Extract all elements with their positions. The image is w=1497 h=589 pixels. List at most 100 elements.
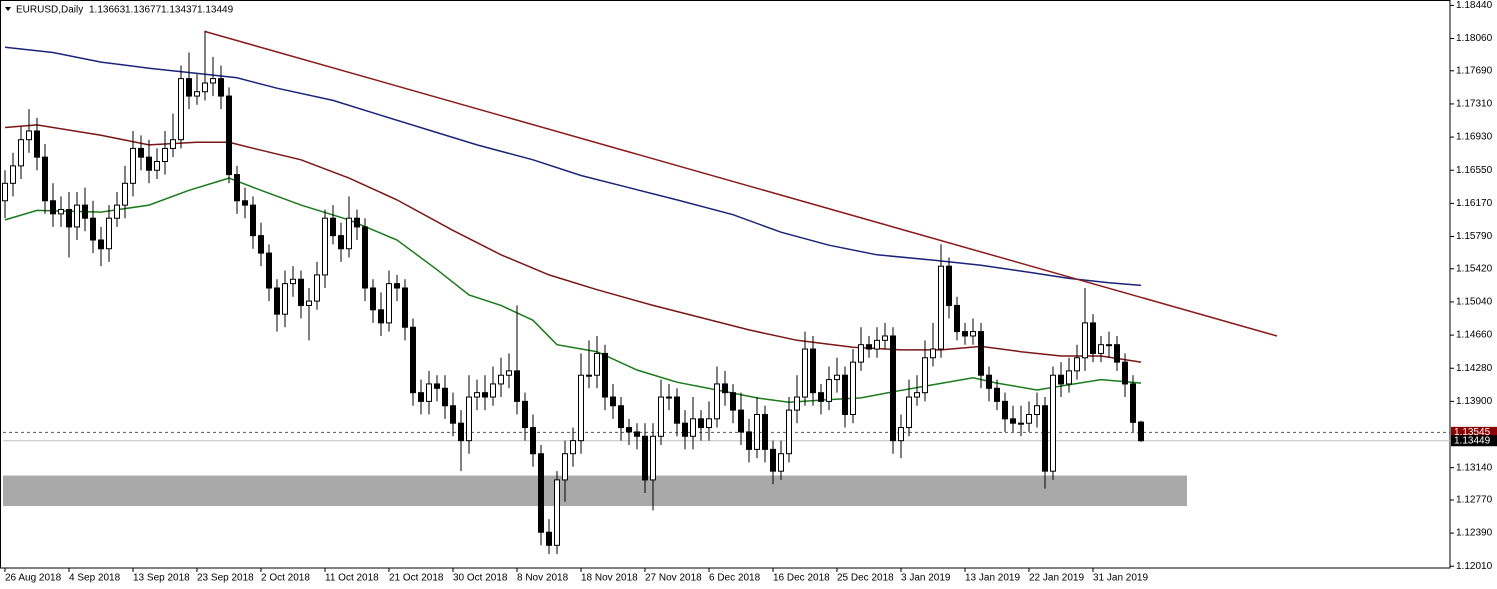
- candle-body: [674, 396, 680, 424]
- candle-body: [970, 331, 976, 337]
- support-zone: [3, 475, 1187, 507]
- candle-body: [930, 348, 936, 359]
- candle-body: [66, 208, 72, 228]
- candle-body: [410, 326, 416, 394]
- candle-body: [506, 370, 512, 376]
- candle-body: [714, 383, 720, 420]
- x-tick-label: 4 Sep 2018: [69, 573, 121, 584]
- candle-body: [882, 335, 888, 341]
- candle-body: [482, 392, 488, 398]
- candle-body: [962, 331, 968, 337]
- x-tick-label: 30 Oct 2018: [453, 573, 508, 584]
- x-tick-label: 16 Dec 2018: [773, 573, 830, 584]
- y-tick-label: 1.17690: [1456, 65, 1493, 76]
- candle-body: [626, 427, 632, 433]
- candle-body: [498, 374, 504, 385]
- candle-body: [258, 235, 264, 254]
- candle-body: [434, 383, 440, 389]
- candle-body: [874, 339, 880, 350]
- candle-body: [466, 396, 472, 442]
- y-tick-label: 1.16550: [1456, 165, 1493, 176]
- candle-body: [154, 161, 160, 171]
- candle-body: [1042, 405, 1048, 472]
- candle-body: [954, 304, 960, 333]
- y-tick-label: 1.12010: [1456, 561, 1493, 572]
- candle-body: [42, 156, 48, 202]
- close-price-box: [1451, 435, 1497, 447]
- candle-body: [314, 274, 320, 302]
- candle-body: [26, 130, 32, 141]
- candle-body: [186, 78, 192, 97]
- x-tick-label: 22 Jan 2019: [1029, 573, 1084, 584]
- candle-body: [458, 422, 464, 442]
- y-tick-label: 1.16930: [1456, 132, 1493, 143]
- x-tick-label: 8 Nov 2018: [517, 573, 569, 584]
- candle-body: [906, 396, 912, 429]
- candle-body: [826, 379, 832, 402]
- candle-body: [138, 147, 144, 158]
- candle-body: [778, 453, 784, 472]
- candle-body: [218, 78, 224, 97]
- candle-body: [386, 283, 392, 324]
- candle-body: [1050, 374, 1056, 472]
- candle-body: [18, 139, 24, 167]
- candle-body: [1122, 361, 1128, 385]
- candle-body: [578, 374, 584, 442]
- candle-body: [306, 300, 312, 306]
- candle-body: [162, 147, 168, 163]
- candle-body: [690, 418, 696, 437]
- candle-body: [90, 217, 96, 241]
- candle-body: [122, 182, 128, 206]
- candle-body: [538, 453, 544, 533]
- x-tick-label: 26 Aug 2018: [5, 573, 62, 584]
- header-open: 1.13663: [89, 5, 126, 16]
- candle-body: [450, 405, 456, 424]
- x-tick-label: 6 Dec 2018: [709, 573, 761, 584]
- close-price-label: 1.13449: [1454, 435, 1491, 446]
- candle-body: [242, 200, 248, 206]
- candle-body: [130, 147, 136, 184]
- header-close: 1.13449: [197, 5, 234, 16]
- candle-body: [1090, 322, 1096, 354]
- y-tick-label: 1.14660: [1456, 330, 1493, 341]
- candle-body: [842, 374, 848, 415]
- x-tick-label: 31 Jan 2019: [1093, 573, 1148, 584]
- candle-body: [290, 278, 296, 285]
- menu-icon[interactable]: [5, 7, 11, 11]
- candle-body: [298, 278, 304, 306]
- header-low: 1.13437: [161, 5, 198, 16]
- candle-body: [618, 405, 624, 429]
- candle-body: [34, 130, 40, 158]
- candle-body: [106, 217, 112, 250]
- candle-body: [642, 435, 648, 481]
- candle-body: [546, 531, 552, 546]
- candle-body: [354, 217, 360, 228]
- candle-body: [362, 226, 368, 289]
- candle-body: [650, 435, 656, 481]
- candle-body: [610, 396, 616, 407]
- plot-frame: [0, 0, 1451, 569]
- candle-body: [274, 287, 280, 315]
- y-tick-label: 1.13140: [1456, 462, 1493, 473]
- candle-body: [394, 283, 400, 289]
- x-tick-label: 25 Dec 2018: [837, 573, 894, 584]
- candle-body: [202, 82, 208, 93]
- candle-body: [58, 208, 64, 215]
- candle-body: [730, 392, 736, 411]
- candle-body: [978, 331, 984, 376]
- candle-body: [1010, 418, 1016, 424]
- candle-body: [834, 374, 840, 381]
- candle-body: [1114, 344, 1120, 363]
- candle-body: [794, 396, 800, 411]
- candle-body: [210, 78, 216, 84]
- candle-body: [490, 383, 496, 398]
- x-tick-label: 21 Oct 2018: [389, 573, 444, 584]
- candle-body: [322, 217, 328, 276]
- candle-body: [602, 352, 608, 398]
- candle-body: [74, 204, 80, 228]
- candle-body: [2, 182, 8, 202]
- y-tick-label: 1.17310: [1456, 99, 1493, 110]
- candle-body: [1066, 370, 1072, 385]
- candle-body: [866, 344, 872, 350]
